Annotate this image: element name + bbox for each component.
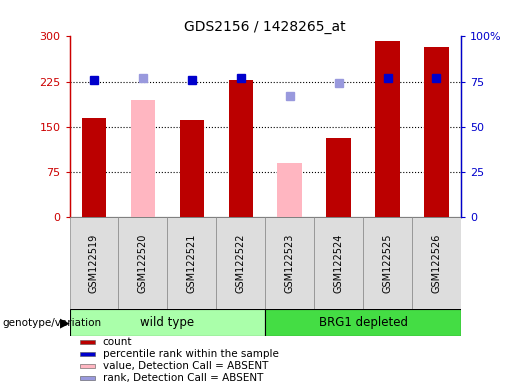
- Title: GDS2156 / 1428265_at: GDS2156 / 1428265_at: [184, 20, 346, 34]
- Bar: [424, 47, 449, 217]
- Bar: [80, 364, 95, 368]
- Text: wild type: wild type: [140, 316, 195, 329]
- Text: GSM122525: GSM122525: [383, 233, 392, 293]
- Bar: [70, 217, 118, 309]
- Text: GSM122521: GSM122521: [187, 233, 197, 293]
- Bar: [118, 217, 167, 309]
- Text: GSM122526: GSM122526: [432, 233, 441, 293]
- Bar: [265, 309, 461, 336]
- Bar: [314, 217, 363, 309]
- Bar: [180, 119, 204, 217]
- Bar: [131, 100, 155, 217]
- Bar: [82, 118, 106, 217]
- Bar: [80, 352, 95, 356]
- Bar: [278, 163, 302, 217]
- Text: GSM122523: GSM122523: [285, 233, 295, 293]
- Text: BRG1 depleted: BRG1 depleted: [319, 316, 407, 329]
- Text: GSM122524: GSM122524: [334, 233, 344, 293]
- Bar: [80, 376, 95, 380]
- Bar: [363, 217, 412, 309]
- Text: GSM122520: GSM122520: [138, 233, 148, 293]
- Text: percentile rank within the sample: percentile rank within the sample: [102, 349, 279, 359]
- Text: ▶: ▶: [60, 316, 69, 329]
- Bar: [80, 340, 95, 344]
- Text: rank, Detection Call = ABSENT: rank, Detection Call = ABSENT: [102, 373, 263, 383]
- Bar: [265, 217, 314, 309]
- Bar: [229, 80, 253, 217]
- Bar: [375, 41, 400, 217]
- Bar: [216, 217, 265, 309]
- Bar: [167, 217, 216, 309]
- Bar: [412, 217, 461, 309]
- Bar: [327, 137, 351, 217]
- Text: value, Detection Call = ABSENT: value, Detection Call = ABSENT: [102, 361, 268, 371]
- Bar: [70, 309, 265, 336]
- Text: count: count: [102, 337, 132, 347]
- Text: GSM122519: GSM122519: [89, 233, 99, 293]
- Text: GSM122522: GSM122522: [236, 233, 246, 293]
- Text: genotype/variation: genotype/variation: [3, 318, 101, 328]
